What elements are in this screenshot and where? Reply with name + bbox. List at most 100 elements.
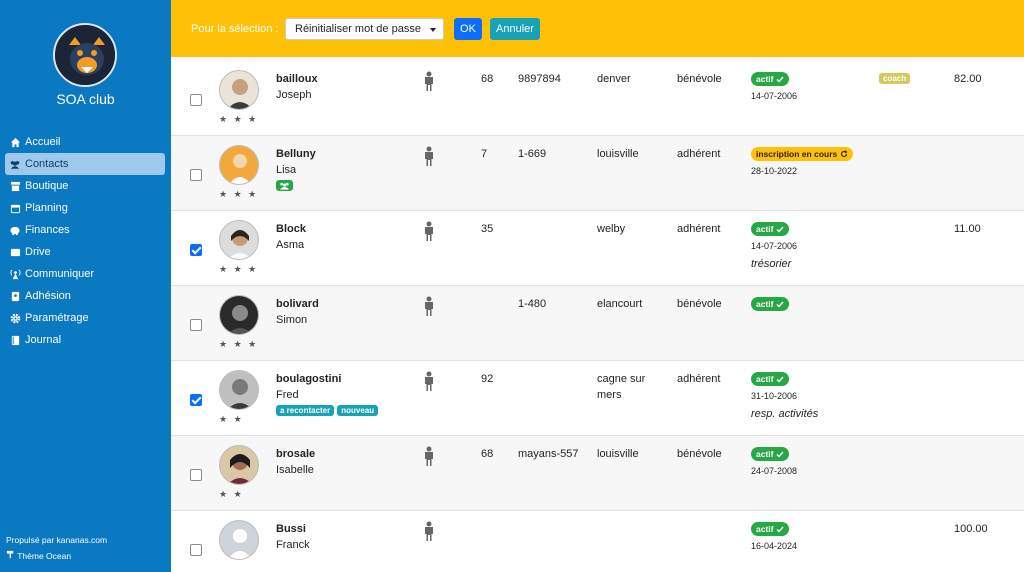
contact-last-name[interactable]: bailloux [276, 73, 318, 85]
contact-city: elancourt [597, 298, 643, 310]
contact-first-name: Simon [276, 314, 308, 326]
avatar[interactable] [219, 145, 259, 185]
contact-city: cagne sur mers [597, 373, 646, 401]
avatar-placeholder[interactable] [219, 520, 259, 560]
selection-label: Pour la sélection : [191, 23, 279, 35]
rating-stars: ★ ★ ★ [219, 264, 259, 274]
table-row[interactable]: Bussi Franck actif 16-04-2024 100.00 [171, 511, 1024, 572]
table-row[interactable]: ★ ★ ★ Block Asma 35 welby adhérent actif… [171, 211, 1024, 286]
sidebar-item-accueil[interactable]: Accueil [5, 131, 165, 153]
sidebar-item-label: Communiquer [25, 268, 95, 280]
table-row[interactable]: ★ ★ brosale Isabelle 68 mayans-557 louis… [171, 436, 1024, 511]
status-badge: actif [751, 447, 790, 461]
avatar[interactable] [219, 70, 259, 110]
status-label: actif [756, 449, 774, 459]
contact-number: 7 [481, 148, 488, 160]
contact-city: denver [597, 73, 631, 85]
sidebar-item-parametrage[interactable]: Paramétrage [5, 307, 165, 329]
id-card-icon [9, 290, 21, 302]
contact-phone: mayans-557 [518, 448, 579, 460]
tag-list: a recontacter nouveau [276, 405, 379, 416]
ok-button[interactable]: OK [454, 18, 482, 40]
avatar[interactable] [219, 295, 259, 335]
row-checkbox[interactable] [190, 94, 202, 106]
status-label: actif [756, 524, 774, 534]
avatar[interactable] [219, 220, 259, 260]
tag-badge[interactable]: nouveau [337, 405, 379, 416]
sidebar-item-planning[interactable]: Planning [5, 197, 165, 219]
sidebar-item-contacts[interactable]: Contacts [5, 153, 165, 175]
contact-number: 92 [481, 373, 494, 385]
tag-badge[interactable]: a recontacter [276, 405, 335, 416]
table-row[interactable]: ★ ★ ★ bolivard Simon 1-480 elancourt bén… [171, 286, 1024, 361]
calendar-icon [9, 202, 21, 214]
avatar[interactable] [219, 370, 259, 410]
status-label: actif [756, 74, 774, 84]
status-label: inscription en cours [756, 149, 838, 159]
person-icon [422, 446, 436, 469]
status-date: 14-07-2006 [751, 241, 798, 251]
contact-role: bénévole [677, 73, 722, 85]
sidebar-item-boutique[interactable]: Boutique [5, 175, 165, 197]
contact-amount: 100.00 [954, 523, 988, 535]
status-badge: actif [751, 297, 790, 311]
check-icon [776, 226, 785, 233]
contact-role: bénévole [677, 298, 722, 310]
person-icon [422, 521, 436, 544]
table-row[interactable]: ★ ★ ★ Belluny Lisa 7 1-669 louisville ad… [171, 136, 1024, 211]
powered-by-link[interactable]: Propulsé par kananas.com [6, 535, 108, 545]
coach-badge: coach [879, 73, 911, 84]
club-logo[interactable] [53, 23, 117, 87]
table-row[interactable]: ★ ★ ★ bailloux Joseph 68 9897894 denver … [171, 61, 1024, 136]
contact-amount: 82.00 [954, 73, 982, 85]
sidebar-item-label: Boutique [25, 180, 69, 192]
contact-role: bénévole [677, 448, 722, 460]
sidebar-item-journal[interactable]: Journal [5, 329, 165, 351]
row-checkbox[interactable] [190, 394, 202, 406]
contact-last-name[interactable]: bolivard [276, 298, 319, 310]
sidebar-item-label: Drive [25, 246, 51, 258]
row-checkbox[interactable] [190, 319, 202, 331]
row-checkbox[interactable] [190, 544, 202, 556]
contact-last-name[interactable]: Bussi [276, 523, 306, 535]
contact-first-name: Lisa [276, 164, 297, 176]
sidebar-item-label: Adhésion [25, 290, 71, 302]
sidebar-footer: Propulsé par kananas.com Thème Ocean [6, 532, 107, 564]
contact-last-name[interactable]: Block [276, 223, 306, 235]
selection-toolbar: Pour la sélection : Réinitialiser mot de… [171, 0, 1024, 57]
status-date: 24-07-2008 [751, 466, 798, 476]
status-date: 16-04-2024 [751, 541, 798, 551]
contact-first-name: Asma [276, 239, 305, 251]
sidebar-item-label: Paramétrage [25, 312, 89, 324]
table-row[interactable]: ★ ★ boulagostini Fred a recontacter nouv… [171, 361, 1024, 436]
sidebar-item-communiquer[interactable]: Communiquer [5, 263, 165, 285]
piggy-bank-icon [9, 224, 21, 236]
broadcast-icon [9, 268, 21, 280]
contact-last-name[interactable]: boulagostini [276, 373, 342, 385]
check-icon [776, 301, 785, 308]
contact-phone: 9897894 [518, 73, 561, 85]
sidebar: SOA club Accueil Contacts Boutique Plann… [0, 0, 171, 572]
status-date: 14-07-2006 [751, 91, 798, 101]
sidebar-item-drive[interactable]: Drive [5, 241, 165, 263]
contact-number: 68 [481, 448, 494, 460]
cancel-button[interactable]: Annuler [490, 18, 540, 40]
club-name: SOA club [56, 91, 115, 107]
contact-first-name: Joseph [276, 89, 312, 101]
row-checkbox[interactable] [190, 244, 202, 256]
theme-selector[interactable]: Thème Ocean [6, 548, 107, 564]
contact-last-name[interactable]: Belluny [276, 148, 316, 160]
tag-list [276, 180, 293, 191]
contact-last-name[interactable]: brosale [276, 448, 316, 460]
row-checkbox[interactable] [190, 469, 202, 481]
status-badge: actif [751, 222, 790, 236]
contact-role: adhérent [677, 373, 721, 385]
sidebar-item-finances[interactable]: Finances [5, 219, 165, 241]
selection-action-select[interactable]: Réinitialiser mot de passe [285, 18, 444, 40]
contact-role: adhérent [677, 223, 721, 235]
sidebar-item-adhesion[interactable]: Adhésion [5, 285, 165, 307]
row-checkbox[interactable] [190, 169, 202, 181]
avatar[interactable] [219, 445, 259, 485]
gear-icon [9, 312, 21, 324]
contact-first-name: Fred [276, 389, 299, 401]
